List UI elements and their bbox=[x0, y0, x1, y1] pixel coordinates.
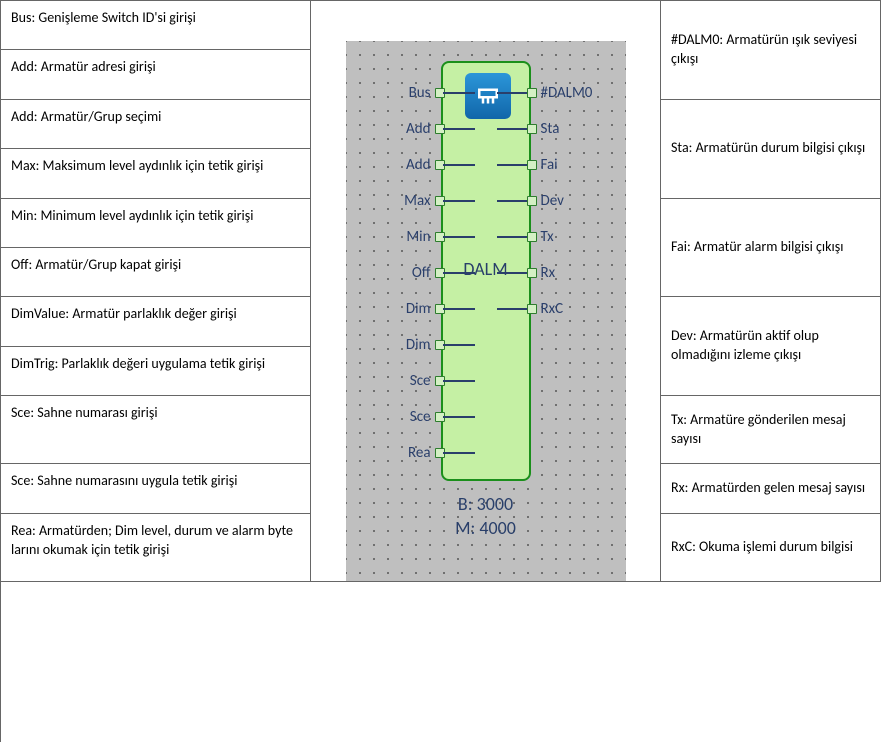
b-value: B: 3000 bbox=[346, 493, 626, 515]
pin-left: Add bbox=[406, 120, 430, 138]
pin-right: RxC bbox=[541, 300, 564, 318]
pin-right: #DALM0 bbox=[541, 84, 593, 102]
pin-left: Bus bbox=[409, 84, 431, 102]
left-desc-row: Off: Armatür/Grup kapat girişi bbox=[1, 248, 311, 297]
pin-right: Fai bbox=[541, 156, 558, 174]
pin-right: Tx bbox=[541, 228, 554, 246]
left-desc-row: DimTrig: Parlaklık değeri uygulama tetik… bbox=[1, 347, 311, 396]
pin-left: Sce bbox=[410, 408, 431, 426]
right-desc-row: Rx: Armatürden gelen mesaj sayısı bbox=[661, 464, 881, 513]
pin-right: Sta bbox=[541, 120, 560, 138]
pin-left: Dim bbox=[406, 336, 431, 354]
right-desc-row: Fai: Armatür alarm bilgisi çıkışı bbox=[661, 199, 881, 298]
left-desc-row: DimValue: Armatür parlaklık değer girişi bbox=[1, 297, 311, 346]
pin-left: Add bbox=[406, 156, 430, 174]
left-desc-row: Max: Maksimum level aydınlık için tetik … bbox=[1, 149, 311, 198]
diagram-cell: DALM B: 3000 M: 4000 Bus Add Add Max Min Off D… bbox=[311, 1, 661, 582]
block-label: DALM bbox=[443, 258, 529, 280]
pin-left: Off bbox=[412, 264, 431, 282]
pin-left: Max bbox=[404, 192, 430, 210]
pin-left: Rea bbox=[408, 444, 431, 462]
right-desc-row: #DALM0: Armatürün ışık seviyesi çıkışı bbox=[661, 1, 881, 100]
pin-right: Rx bbox=[541, 264, 556, 282]
left-desc-row: Sce: Sahne numarasını uygula tetik giriş… bbox=[1, 464, 311, 513]
dalm-block: DALM bbox=[441, 61, 531, 481]
pin-left: Sce bbox=[410, 372, 431, 390]
left-desc-row: Min: Minimum level aydınlık için tetik g… bbox=[1, 199, 311, 248]
pin-right: Dev bbox=[541, 192, 564, 210]
left-desc-row: Rea: Armatürden; Dim level, durum ve ala… bbox=[1, 514, 311, 582]
right-desc-row: RxC: Okuma işlemi durum bilgisi bbox=[661, 514, 881, 582]
network-icon bbox=[465, 73, 511, 119]
right-desc-row: Tx: Armatüre gönderilen mesaj sayısı bbox=[661, 396, 881, 464]
pin-left: Dim bbox=[406, 300, 431, 318]
left-desc-row: Add: Armatür/Grup seçimi bbox=[1, 100, 311, 149]
left-desc-row: Sce: Sahne numarası girişi bbox=[1, 396, 311, 464]
left-desc-row: Add: Armatür adresi girişi bbox=[1, 50, 311, 99]
m-value: M: 4000 bbox=[346, 517, 626, 539]
right-desc-row: Dev: Armatürün aktif olup olmadığını izl… bbox=[661, 297, 881, 396]
left-desc-row: Bus: Genişleme Switch ID'si girişi bbox=[1, 1, 311, 50]
right-desc-row: Sta: Armatürün durum bilgisi çıkışı bbox=[661, 100, 881, 199]
pin-left: Min bbox=[406, 228, 430, 246]
diagram-canvas: DALM B: 3000 M: 4000 Bus Add Add Max Min Off D… bbox=[346, 41, 626, 581]
